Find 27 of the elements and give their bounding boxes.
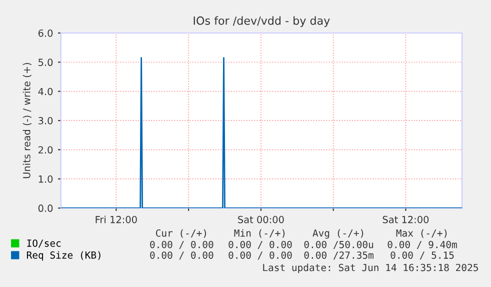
text: 0.00 / 0.00 xyxy=(228,251,292,260)
text: Min (-/+) xyxy=(234,229,285,238)
text: 0.00 /27.35m xyxy=(304,251,374,260)
text: Last update: Sat Jun 14 16:35:18 2025 xyxy=(263,264,478,274)
legend-label: IO/sec xyxy=(27,240,61,248)
y-tick-label: 6.0 xyxy=(38,29,53,37)
y-tick-label: 0.0 xyxy=(38,204,53,212)
y-tick-label: 3.0 xyxy=(38,117,53,124)
text: 0.00 / 0.00 xyxy=(228,240,292,249)
text: 0.00 / 5.15 xyxy=(390,251,454,260)
legend-label: Req Size (KB) xyxy=(26,251,100,261)
y-tick-label: 2.0 xyxy=(38,146,53,154)
text: Max (-/+) xyxy=(396,229,447,238)
text: 0.00 / 9.40m xyxy=(388,240,457,249)
x-tick-label: Sat 12:00 xyxy=(382,216,429,224)
y-tick-label: 4.0 xyxy=(38,88,53,96)
y-tick-label: 1.0 xyxy=(38,175,53,183)
text: 0.00 / 0.00 xyxy=(150,251,214,260)
text: 0.00 /50.00u xyxy=(304,240,374,249)
x-tick-label: Sat 00:00 xyxy=(238,216,284,224)
x-tick-label: Fri 12:00 xyxy=(96,216,137,224)
text: Cur (-/+) xyxy=(156,229,206,238)
y-axis-title: Units read (-) / write (+) xyxy=(22,63,32,178)
y-tick-label: 5.0 xyxy=(38,58,53,66)
chart-title: IOs for /dev/vdd - by day xyxy=(194,16,330,27)
text: 0.00 / 0.00 xyxy=(150,240,214,249)
text: Avg (-/+) xyxy=(312,229,364,239)
